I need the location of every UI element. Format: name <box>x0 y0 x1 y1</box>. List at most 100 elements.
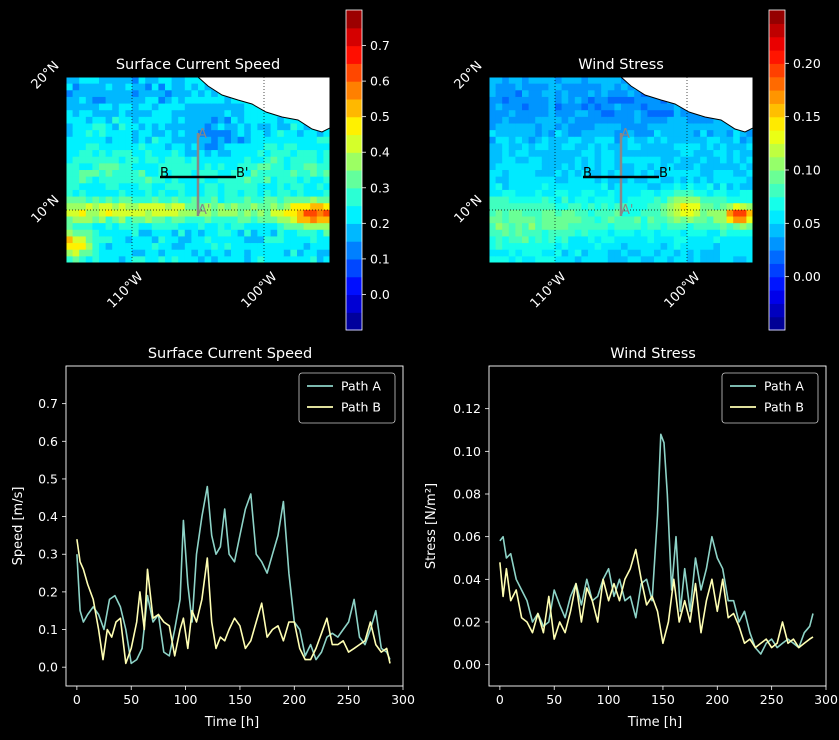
map-cell <box>515 243 523 251</box>
map-cell <box>515 143 523 151</box>
map-cell <box>601 150 609 158</box>
map-frame <box>488 76 754 264</box>
map-cell <box>178 90 186 98</box>
map-cell <box>99 196 107 204</box>
colorbar-frame <box>345 9 363 331</box>
map-cell <box>739 170 747 178</box>
map-cell <box>165 77 173 85</box>
map-cell <box>66 83 74 91</box>
colorbar-tick-label: 0.2 <box>370 216 390 231</box>
map-cell <box>217 163 225 171</box>
map-cell <box>700 249 708 257</box>
colorbar-segment <box>769 250 785 264</box>
label-b-end: B' <box>236 166 249 181</box>
map-cell <box>224 156 232 164</box>
y-tick-label: 0.3 <box>38 547 58 562</box>
map-cell <box>72 136 80 145</box>
map-cell <box>237 176 245 184</box>
map-cell <box>720 163 728 171</box>
map-cell <box>594 203 602 211</box>
map-cell <box>264 110 272 118</box>
map-cell <box>574 189 582 198</box>
map-cell <box>132 96 140 105</box>
map-cell <box>99 116 107 125</box>
map-cell <box>158 229 166 238</box>
map-cell <box>290 243 298 251</box>
map-cell <box>323 176 330 184</box>
map-cell <box>687 256 695 263</box>
map-cell <box>687 123 695 131</box>
map-cell <box>310 183 318 191</box>
map-cell <box>99 209 107 218</box>
map-cell <box>105 116 113 125</box>
map-cell <box>125 196 133 204</box>
map-cell <box>541 203 549 211</box>
map-cell <box>508 203 516 211</box>
map-cell <box>85 110 93 118</box>
map-cell <box>627 83 635 91</box>
map-cell <box>502 249 510 257</box>
map-cell <box>310 216 318 224</box>
map-cell <box>237 143 245 151</box>
map-cell <box>621 103 629 111</box>
map-cell <box>79 170 87 178</box>
map-cell <box>316 256 324 263</box>
map-cell <box>746 143 753 151</box>
map-cell <box>257 249 265 257</box>
colorbar-segment <box>769 276 785 291</box>
map-cell <box>733 256 741 263</box>
map-cell <box>706 156 714 164</box>
map-cell <box>601 203 609 211</box>
map-cell <box>574 110 582 118</box>
map-cell <box>66 163 74 171</box>
map-cell <box>165 249 173 257</box>
plot-area: 0 50 100 150 200 250 3000.000.020.040.060.080.… <box>453 365 838 707</box>
map-cell <box>257 156 265 164</box>
map-cell <box>138 209 146 218</box>
map-cell <box>264 249 272 257</box>
map-cell <box>667 103 675 111</box>
axes-frame <box>65 365 404 687</box>
map-cell <box>713 229 721 238</box>
map-cell <box>184 116 192 125</box>
map-cell <box>79 236 87 244</box>
map-cell <box>528 209 536 218</box>
map-cell <box>614 176 622 184</box>
map-cell <box>184 110 192 118</box>
map-cell <box>522 110 530 118</box>
map-cell <box>541 209 549 218</box>
map-cell <box>508 150 516 158</box>
map-cell <box>680 223 688 231</box>
map-cell <box>508 96 516 105</box>
map-cell <box>621 256 629 263</box>
map-cell <box>250 189 258 198</box>
map-cell <box>601 216 609 224</box>
map-cell <box>627 143 635 151</box>
colorbar-segment <box>769 303 785 318</box>
map-cell <box>614 150 622 158</box>
map-cell <box>515 163 523 171</box>
map-cell <box>66 170 74 178</box>
map-cell <box>237 103 245 111</box>
map-cell <box>535 136 543 145</box>
map-cell <box>528 203 536 211</box>
map-cell <box>191 150 199 158</box>
map-cell <box>607 150 615 158</box>
map-cell <box>541 136 549 145</box>
map-cell <box>660 196 668 204</box>
map-cell <box>138 123 146 131</box>
map-cell <box>125 83 133 91</box>
map-cell <box>607 216 615 224</box>
map-cell <box>211 96 219 105</box>
map-cell <box>508 176 516 184</box>
map-cell <box>323 136 330 145</box>
map-cell <box>191 103 199 111</box>
map-cell <box>178 156 186 164</box>
map-cell <box>700 183 708 191</box>
map-cell <box>204 223 212 231</box>
map-cell <box>270 150 278 158</box>
map-cell <box>555 103 563 111</box>
map-cell <box>118 183 126 191</box>
map-cell <box>706 223 714 231</box>
map-cell <box>231 150 239 158</box>
